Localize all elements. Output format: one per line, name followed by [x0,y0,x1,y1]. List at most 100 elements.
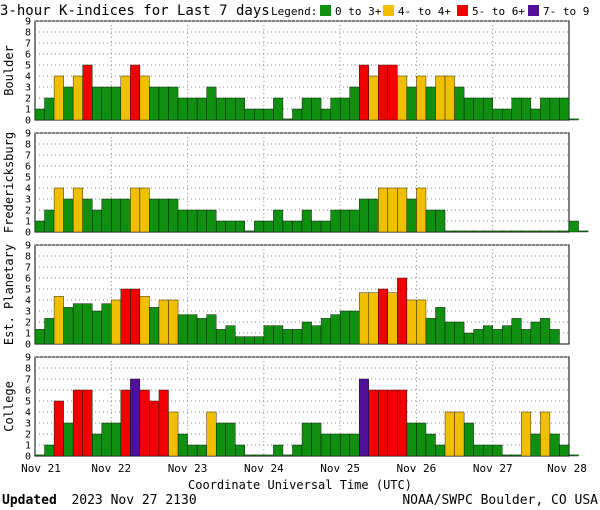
legend-label: Legend: [271,5,317,18]
kp-bar [339,209,350,233]
legend-entry-3: 5- to 6+ [472,5,525,18]
kp-bar [320,220,331,233]
kp-bar [282,329,293,345]
kp-bar [349,310,360,345]
kp-bar [454,86,465,121]
kp-bar [273,209,284,233]
kp-bar [111,86,122,121]
kp-bar [139,187,150,233]
kp-bar [139,296,150,345]
kp-bar [454,411,465,457]
kp-bar [511,230,522,233]
kp-bar [196,444,207,457]
kp-bar [44,444,55,457]
kp-bar [349,209,360,233]
kp-bar [473,444,484,457]
kp-bar [568,220,579,233]
x-tick-labels: Nov 21 Nov 22 Nov 23 Nov 24 Nov 25 Nov 26 Nov … [21,462,587,475]
kp-bar [101,86,112,121]
kp-bar [511,454,522,457]
legend-entry-4: 7- to 9 [543,5,589,18]
kp-bar [292,329,303,345]
kp-bar [273,325,284,345]
kp-bar [511,97,522,121]
kp-bar [416,422,427,457]
kp-bar [273,97,284,121]
kp-bar [368,292,379,345]
kp-bar [330,314,341,345]
updated-value: 2023 Nov 27 2130 [71,493,196,508]
kp-bar [263,108,274,121]
kp-bar [406,198,417,233]
kp-bar [130,187,141,233]
kp-bar [482,230,493,233]
kp-bar [177,97,188,121]
y-tick-label: 6 [25,162,31,173]
y-tick-label: 7 [25,263,31,274]
kp-bar [435,75,446,121]
kp-bar [206,86,217,121]
kp-bar [149,86,160,121]
kp-bar [397,187,408,233]
series-label-fredericksburg: Fredericksburg [2,132,16,233]
kp-bar [549,329,560,345]
kp-bar [254,220,265,233]
kp-bar [215,422,226,457]
y-tick-label: 9 [25,17,31,28]
kp-bar [473,329,484,345]
legend-entry-1: 0 to 3+ [335,5,382,18]
y-tick-label: 3 [25,307,31,318]
kp-bar [549,97,560,121]
kp-bar [206,411,217,457]
y-tick-label: 1 [25,441,31,452]
kp-bar [378,288,389,345]
kp-bar [549,433,560,457]
kp-bar [320,318,331,345]
kp-bar [406,299,417,345]
kp-bar [158,198,169,233]
kp-bar [406,86,417,121]
kp-bar [568,118,579,121]
kp-bar [34,329,45,345]
kp-bar [72,187,83,233]
kp-bar [311,422,322,457]
kp-bar [359,64,369,121]
y-tick-label: 9 [25,129,31,140]
kp-bar [473,230,484,233]
x-tick-label: Nov 26 [397,462,437,475]
kp-bar [568,454,579,457]
kp-bar [34,108,45,121]
kp-bar [101,198,112,233]
kp-bar [397,389,408,457]
kp-bar [530,433,541,457]
x-tick-label: Nov 21 [21,462,61,475]
kp-bar [444,411,455,457]
kp-bar [378,389,389,457]
y-tick-label: 5 [25,285,31,296]
y-tick-label: 5 [25,397,31,408]
kp-bar [397,277,408,345]
kp-bar [215,329,226,345]
kp-bar [72,389,83,457]
kp-bar [215,97,226,121]
kp-bar [263,220,274,233]
kp-bar [454,321,465,345]
footer-source: NOAA/SWPC Boulder, CO USA [402,493,598,508]
kp-bar [244,454,255,457]
kp-bar [168,198,179,233]
kp-bar [521,230,532,233]
kp-bar [225,97,236,121]
y-tick-label: 4 [25,184,31,195]
kp-bar [540,97,551,121]
kp-bar [158,299,169,345]
kp-bar [339,97,350,121]
kp-bar [559,444,570,457]
kp-bar [425,86,436,121]
kp-bar [92,209,102,233]
kp-bar [53,400,64,457]
kp-bar [387,187,398,233]
kp-bar [311,325,322,345]
series-label-college: College [2,381,16,432]
series-label-boulder: Boulder [2,45,16,96]
kp-bar [482,97,493,121]
